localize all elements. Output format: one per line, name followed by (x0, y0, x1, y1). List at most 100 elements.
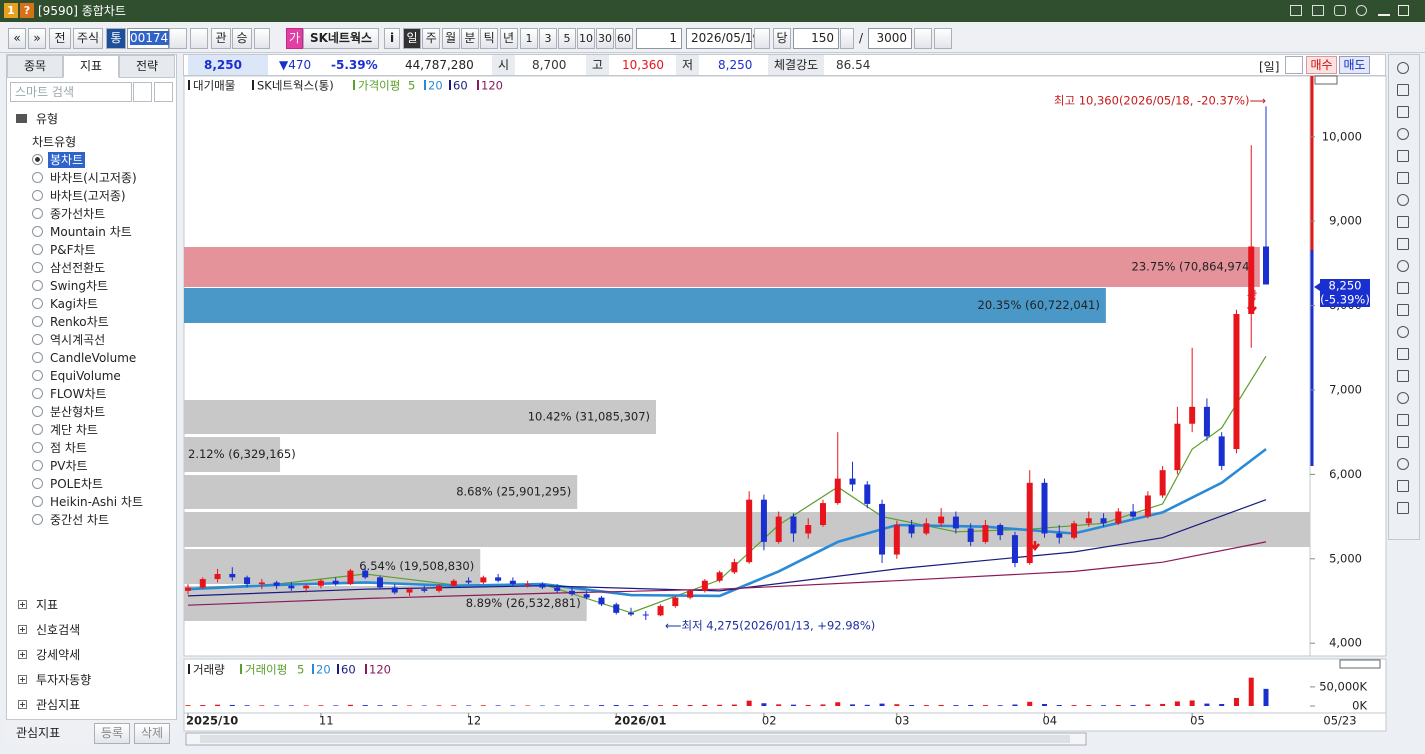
expand-button[interactable] (154, 82, 173, 102)
tool-icon[interactable] (1397, 436, 1409, 448)
code-input[interactable]: 001740 (127, 28, 176, 49)
sell-button[interactable]: 매도 (1339, 56, 1370, 74)
total-input[interactable]: 3000 (868, 28, 912, 49)
zoom-button[interactable] (914, 28, 932, 49)
calendar-button[interactable] (754, 28, 770, 49)
tab[interactable]: 지표 (63, 55, 119, 78)
radio[interactable] (32, 316, 43, 327)
title-icon[interactable]: ? (20, 3, 34, 18)
tool-icon[interactable] (1397, 502, 1409, 514)
spinner[interactable] (254, 28, 270, 49)
tab[interactable]: 종목 (7, 55, 63, 78)
tool-icon[interactable] (1397, 392, 1409, 404)
tool-icon[interactable] (1397, 216, 1409, 228)
tool-icon[interactable] (1397, 414, 1409, 426)
chart-type[interactable]: 중간선 차트 (50, 513, 110, 527)
window-control[interactable] (1378, 14, 1390, 16)
interval-button[interactable]: 60 (615, 28, 633, 49)
chart-type[interactable]: 바차트(시고저종) (50, 171, 137, 185)
title-icon[interactable]: 1 (4, 3, 18, 18)
toolbar-button[interactable]: 당 (773, 28, 791, 49)
period-button[interactable]: 주 (422, 28, 441, 49)
chart-type[interactable]: 삼선전환도 (50, 261, 106, 275)
tool-icon[interactable] (1397, 84, 1409, 96)
tree-group[interactable]: 유형 (36, 112, 59, 126)
chart-type[interactable]: 역시계곡선 (50, 333, 106, 347)
tool-icon[interactable] (1397, 304, 1409, 316)
expand-icon[interactable] (18, 650, 27, 659)
window-control[interactable] (1290, 5, 1302, 16)
radio[interactable] (32, 226, 43, 237)
tool-icon[interactable] (1397, 282, 1409, 294)
tool-icon[interactable] (1397, 480, 1409, 492)
chart-type[interactable]: Kagi차트 (50, 297, 99, 311)
nav-button[interactable]: « (8, 28, 26, 49)
interval-button[interactable]: 3 (539, 28, 557, 49)
tree-subgroup[interactable]: 차트유형 (32, 135, 77, 149)
section[interactable]: 강세약세 (36, 648, 81, 662)
toolbar-button[interactable]: 승 (232, 28, 252, 49)
tool-icon[interactable] (1397, 348, 1409, 360)
chart-type[interactable]: CandleVolume (50, 351, 137, 365)
spinner[interactable] (840, 28, 854, 49)
period-button[interactable]: 일 (403, 28, 421, 49)
chart-type[interactable]: 종가선차트 (50, 207, 106, 221)
dropdown[interactable] (169, 28, 187, 49)
interval-button[interactable]: 5 (558, 28, 576, 49)
tool-icon[interactable] (1397, 172, 1409, 184)
buy-button[interactable]: 매수 (1306, 56, 1337, 74)
expand-icon[interactable] (18, 700, 27, 709)
search-input[interactable]: 스마트 검색 (10, 82, 132, 102)
radio[interactable] (32, 352, 43, 363)
radio[interactable] (32, 388, 43, 399)
chart-type[interactable]: 계단 차트 (50, 423, 98, 437)
window-control[interactable] (1398, 5, 1409, 16)
radio[interactable] (32, 442, 43, 453)
section[interactable]: 지표 (36, 598, 59, 612)
section[interactable]: 투자자동향 (36, 673, 92, 687)
radio[interactable] (32, 262, 43, 273)
nav-button[interactable]: » (28, 28, 46, 49)
window-control[interactable] (1312, 5, 1324, 16)
expand-icon[interactable] (18, 675, 27, 684)
tool-icon[interactable] (1397, 260, 1409, 272)
tool-icon[interactable] (1397, 128, 1409, 140)
interval-button[interactable]: 10 (577, 28, 595, 49)
radio[interactable] (32, 478, 43, 489)
chart-type[interactable]: 바차트(고저종) (50, 189, 126, 203)
radio[interactable] (32, 298, 43, 309)
tool-icon[interactable] (1397, 370, 1409, 382)
tool-icon[interactable] (1397, 62, 1409, 74)
chart-type[interactable]: EquiVolume (50, 369, 121, 383)
radio[interactable] (32, 334, 43, 345)
window-control[interactable] (1356, 5, 1367, 16)
chart-type[interactable]: Heikin-Ashi 차트 (50, 495, 143, 509)
radio[interactable] (32, 154, 43, 165)
chart-type[interactable]: 봉차트 (48, 152, 86, 168)
period-button[interactable]: 년 (499, 28, 518, 49)
chart-type[interactable]: 점 차트 (50, 441, 87, 455)
footer-button[interactable]: 삭제 (134, 723, 170, 744)
radio[interactable] (32, 406, 43, 417)
radio[interactable] (32, 424, 43, 435)
expand-icon[interactable] (18, 600, 27, 609)
tool-icon[interactable] (1397, 194, 1409, 206)
tool-icon[interactable] (1397, 458, 1409, 470)
interval-button[interactable]: 30 (596, 28, 614, 49)
stock-name[interactable]: SK네트웍스 (303, 28, 379, 49)
chart-type[interactable]: 분산형차트 (50, 405, 106, 419)
window-control[interactable] (1334, 5, 1346, 16)
tool-icon[interactable] (1397, 106, 1409, 118)
chart-type[interactable]: FLOW차트 (50, 387, 107, 401)
count-select[interactable]: 1 (636, 28, 682, 49)
chart-type[interactable]: P&F차트 (50, 243, 96, 257)
period-button[interactable]: 분 (460, 28, 479, 49)
chart-type[interactable]: Renko차트 (50, 315, 109, 329)
radio[interactable] (32, 280, 43, 291)
section[interactable]: 신호검색 (36, 623, 81, 637)
chart-type[interactable]: PV차트 (50, 459, 88, 473)
search-button[interactable] (190, 28, 208, 49)
date-input[interactable]: 2026/05/19 (686, 28, 760, 49)
interval-button[interactable]: 1 (520, 28, 538, 49)
footer-button[interactable]: 등록 (94, 723, 130, 744)
